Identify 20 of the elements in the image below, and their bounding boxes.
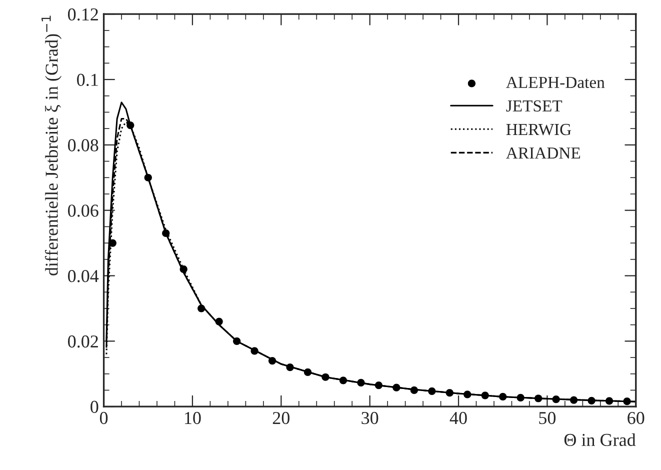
y-tick-label: 0.08	[68, 139, 98, 152]
x-tick-label: 50	[539, 412, 556, 424]
legend-label: HERWIG	[506, 124, 572, 136]
x-tick-label: 60	[628, 412, 644, 424]
y-tick-label: 0.1	[77, 74, 98, 86]
x-tick-label: 10	[185, 412, 201, 424]
legend-label: ALEPH-Daten	[506, 76, 605, 88]
y-tick-label: 0	[90, 400, 98, 413]
x-tick-label: 30	[362, 412, 378, 424]
y-tick-label: 0.06	[68, 204, 98, 217]
x-tick-label: 20	[272, 412, 290, 424]
x-axis-title: Θ in Grad	[564, 433, 636, 446]
y-tick-label: 0.12	[68, 8, 98, 21]
x-tick-label: 0	[100, 412, 108, 424]
legend-label: ARIADNE	[506, 148, 580, 159]
y-tick-label: 0.02	[68, 335, 98, 348]
y-axis-title: differentielle Jetbreite ξ in (Grad)$^{−1}$	[42, 16, 62, 276]
y-tick-label: 0.04	[68, 270, 99, 282]
x-tick-label: 40	[450, 412, 467, 424]
legend-label: JETSET	[506, 100, 562, 112]
